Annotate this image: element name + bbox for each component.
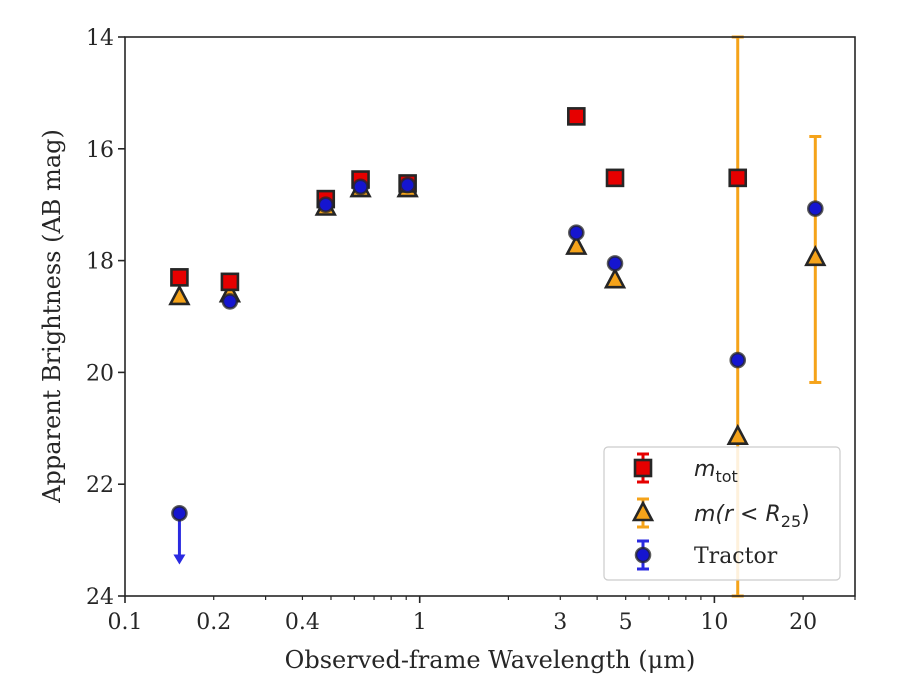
triangle-marker [726,423,749,445]
y-tick-label: 18 [86,250,114,275]
circle-marker [317,196,335,213]
square-marker [633,458,653,478]
upper-limit-arrow-head [173,554,186,565]
x-tick-label: 0.1 [108,610,143,635]
x-tick-label: 3 [553,610,567,635]
legend-label: mtot [694,457,738,486]
triangle-marker [631,500,655,522]
y-axis-label: Apparent Brightness (AB mag) [38,129,66,504]
square-marker [170,268,189,287]
circle-marker [352,178,369,196]
circle-marker [634,546,652,564]
legend-label-main: m(r < R [694,502,781,527]
circle-marker [399,176,416,194]
circle-marker [568,224,585,241]
triangle-marker [565,233,588,255]
y-tick-label: 14 [86,26,114,51]
legend-label-subscript: tot [715,467,737,486]
circle-marker [171,504,188,522]
square-marker [728,168,748,188]
circle-marker [221,293,239,310]
y-tick-label: 16 [86,138,114,163]
legend-label: m(r < R25) [694,502,810,531]
x-tick-label: 0.2 [196,610,231,635]
triangle-marker [804,245,827,267]
legend-label-tractor: Tractor [694,544,778,569]
y-tick-label: 24 [86,585,114,610]
plot-frame [124,36,856,597]
square-marker [220,272,240,292]
x-tick-label: 10 [700,610,728,635]
circle-marker [729,351,747,369]
legend-label-suffix: ) [801,502,810,527]
circle-marker [807,200,824,217]
legend-box [603,446,841,581]
legend: mtot m(r < R25) Tractor [603,446,841,581]
legend-label-subscript: 25 [781,512,801,531]
square-marker [605,168,625,188]
triangle-marker [168,284,191,306]
plot-marks [168,35,827,598]
y-tick-label: 22 [86,473,114,498]
x-tick-label: 5 [619,610,633,635]
x-tick-label: 0.4 [285,610,320,635]
axis-ticks: 14 16 18 20 22 240.1 0.2 0.4 1 3 5 10 20 [86,26,856,635]
x-tick-label: 20 [789,610,817,635]
circle-marker [606,255,624,272]
series-circle [171,176,824,565]
triangle-marker [603,267,627,289]
x-axis-label: Observed-frame Wavelength (μm) [285,646,696,674]
x-tick-label: 1 [413,610,427,635]
y-tick-label: 20 [86,361,114,386]
legend-label-main: m [694,457,715,482]
series-square [170,107,748,292]
square-marker [567,107,586,126]
